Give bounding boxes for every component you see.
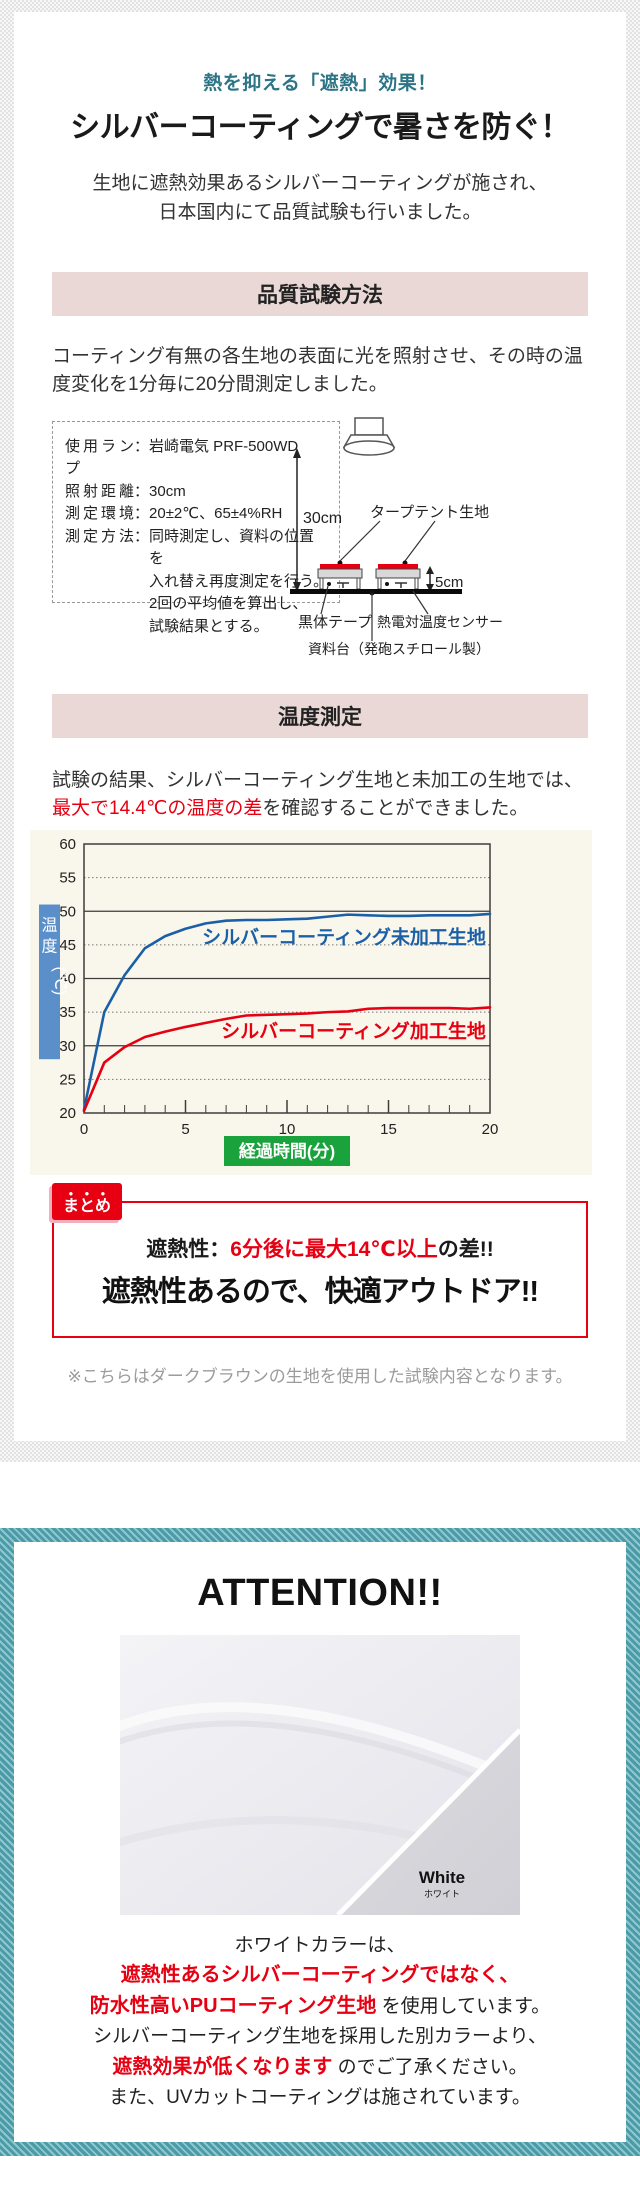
svg-text:15: 15 [380,1121,397,1138]
svg-text:30: 30 [59,1038,76,1055]
svg-text:度: 度 [41,937,57,955]
condition-row: 使用ランプ：岩崎電気 PRF-500WD [65,436,329,481]
result-prefix: 試験の結果、シルバーコーティング生地と未加工の生地では、 [52,769,583,791]
summary-line1-prefix: 遮熱性： [146,1237,231,1261]
sample-left [317,563,363,590]
svg-text:20: 20 [59,1105,76,1122]
test-setup-diagram: 30cm タープテント生地 [290,417,503,657]
sensor-label: 熱電対温度センサー [377,614,503,630]
summary-tab-label: まとめ [62,1197,111,1215]
floor-line [290,588,462,594]
distance-arrow [293,447,301,592]
card-subtitle: 熱を抑える「遮熱」効果！ [203,73,437,94]
attention-line-3: 防水性高いPUコーティング生地 を使用しています。 [14,1991,626,2022]
attention-title: ATTENTION!! [197,1571,443,1614]
condition-colon: ： [134,505,150,523]
summary-line-1: 遮熱性：6分後に最大14℃以上の差!! [62,1233,578,1263]
fabric-label: タープテント生地 [370,504,489,521]
attention-inner: ATTENTION!! White ホワイト [14,1541,626,2143]
summary-section: まとめ 遮熱性：6分後に最大14℃以上の差!! 遮熱性あるので、快適アウトドア!… [52,1182,588,1338]
summary-tab: まとめ [52,1182,122,1220]
intro-line-1: 生地に遮熱効果あるシルバーコーティングが施され、 [92,173,548,194]
test-conditions-box: 使用ランプ：岩崎電気 PRF-500WD 照射距離： 30cm 測定環境： 20±2… [52,420,340,635]
test-setup: 使用ランプ：岩崎電気 PRF-500WD 照射距離： 30cm 測定環境： 20±2… [52,417,588,665]
svg-text:シルバーコーティング加工生地: シルバーコーティング加工生地 [221,1020,486,1043]
svg-text:10: 10 [279,1121,296,1138]
attention-section: ATTENTION!! White ホワイト [0,1527,640,2157]
svg-text:20: 20 [482,1121,499,1138]
section-header-temperature: 温度測定 [52,693,588,738]
photo-label-ja: ホワイト [424,1889,460,1899]
attention-line-5: 遮熱効果が低くなります のでご了承ください。 [14,2052,626,2083]
distance-label: 30cm [303,510,342,527]
condition-label: 照射距離 [65,482,134,500]
summary-line1-highlight: 6分後に最大14℃以上 [230,1237,438,1261]
svg-text:(℃): (℃) [51,966,68,995]
result-suffix: を確認することができました。 [262,798,529,820]
condition-label: 使用ランプ [65,437,134,478]
condition-colon: ： [134,437,150,455]
svg-text:55: 55 [59,870,76,887]
height-arrow [426,565,434,592]
svg-text:0: 0 [80,1121,88,1138]
svg-text:40: 40 [59,970,76,987]
lamp-icon [342,417,396,456]
svg-text:60: 60 [59,836,76,853]
disclaimer-note: ※こちらはダークブラウンの生地を使用した試験内容となります。 [67,1366,573,1386]
svg-text:経過時間(分): 経過時間(分) [239,1141,335,1161]
photo-label-en: White [419,1868,465,1887]
condition-value: 岩崎電気 PRF-500WD [149,437,299,455]
attention-text: ホワイトカラーは、 遮熱性あるシルバーコーティングではなく、 防水性高いPUコー… [14,1931,626,2112]
svg-text:45: 45 [59,937,76,954]
summary-box: 遮熱性：6分後に最大14℃以上の差!! 遮熱性あるので、快適アウトドア!! [52,1200,588,1338]
svg-text:35: 35 [59,1004,76,1021]
section-header-test-method: 品質試験方法 [52,271,588,316]
attention-line-6: また、UVカットコーティングは施されています。 [109,2086,531,2108]
attention-line-4: シルバーコーティング生地を採用した別カラーより、 [93,2026,547,2048]
attention-line3-rest: を使用しています。 [376,1996,551,2018]
condition-value: 20±2℃、65±4%RH [149,505,283,523]
svg-text:25: 25 [59,1071,76,1088]
summary-line-2: 遮熱性あるので、快適アウトドア!! [101,1275,539,1308]
svg-text:50: 50 [59,903,76,920]
summary-line1-suffix: の差!! [437,1237,494,1261]
card-title: シルバーコーティングで暑さを防ぐ！ [70,111,570,144]
condition-colon: ： [134,482,150,500]
result-text: 試験の結果、シルバーコーティング生地と未加工の生地では、最大で14.4℃の温度の… [52,767,588,824]
condition-row: 測定方法：同時測定し、資料の位置を 入れ替え再度測定を行う。 2回の平均値を算出… [65,526,329,639]
condition-colon: ： [134,527,150,545]
result-highlight: 最大で14.4℃の温度の差 [52,798,263,820]
height-label: 5cm [435,574,463,591]
intro-text: 生地に遮熱効果あるシルバーコーティングが施され、 日本国内にて品質試験も行いまし… [14,169,626,228]
condition-value: 同時測定し、資料の位置を 入れ替え再度測定を行う。 2回の平均値を算出し、 試験… [149,527,329,635]
condition-label: 測定方法 [65,527,134,545]
stand-label: 資料台（発砲スチロール製） [308,641,490,657]
condition-label: 測定環境 [65,505,134,523]
temperature-chart: 60 55 50 45 40 35 30 25 20 0 5 10 15 20 シルバーコーティング未加工生… [30,829,592,1175]
condition-row: 測定環境： 20±2℃、65±4%RH [65,503,329,526]
attention-line5-red: 遮熱効果が低くなります [112,2055,333,2078]
sample-right [375,563,421,590]
attention-line-1: ホワイトカラーは、 [234,1934,406,1956]
attention-line-2: 遮熱性あるシルバーコーティングではなく、 [120,1964,520,1987]
fabric-leader-lines [339,520,436,562]
heat-shield-card: 熱を抑える「遮熱」効果！ シルバーコーティングで暑さを防ぐ！ 生地に遮熱効果ある… [14,12,626,1441]
svg-text:5: 5 [181,1121,189,1138]
intro-line-2: 日本国内にて品質試験も行いました。 [158,202,482,224]
attention-line3-red: 防水性高いPUコーティング生地 [89,1995,377,2018]
white-fabric-photo: White ホワイト [120,1634,520,1915]
condition-value: 30cm [149,482,186,500]
attention-line5-rest: のでご了承ください。 [332,2056,528,2078]
checkered-background: 熱を抑える「遮熱」効果！ シルバーコーティングで暑さを防ぐ！ 生地に遮熱効果ある… [0,0,640,1462]
test-method-description: コーティング有無の各生地の表面に光を照射させ、その時の温度変化を1分毎に20分間… [52,345,583,396]
svg-text:シルバーコーティング未加工生地: シルバーコーティング未加工生地 [202,925,486,948]
tape-label: 黒体テープ [298,614,372,631]
svg-text:温: 温 [41,916,57,934]
condition-row: 照射距離： 30cm [65,481,329,504]
